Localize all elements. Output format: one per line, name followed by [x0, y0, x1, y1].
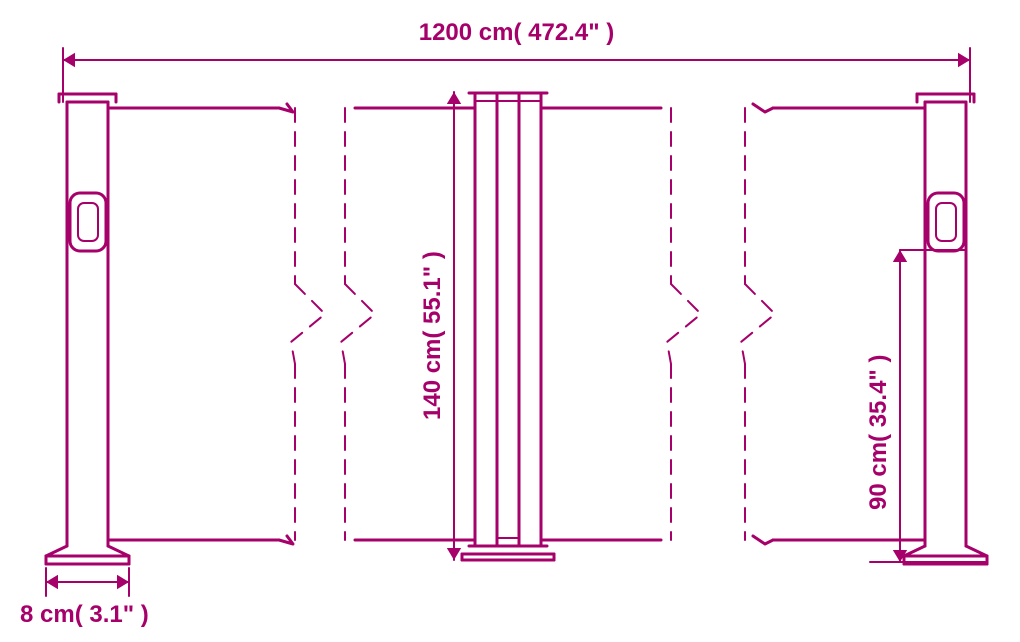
dim-height-label: 140 cm( 55.1" ) — [419, 251, 446, 420]
dim-right-height-label: 90 cm( 35.4" ) — [865, 355, 892, 510]
dim-base-label: 8 cm( 3.1" ) — [20, 601, 149, 628]
dim-width-label: 1200 cm( 472.4" ) — [419, 19, 615, 46]
